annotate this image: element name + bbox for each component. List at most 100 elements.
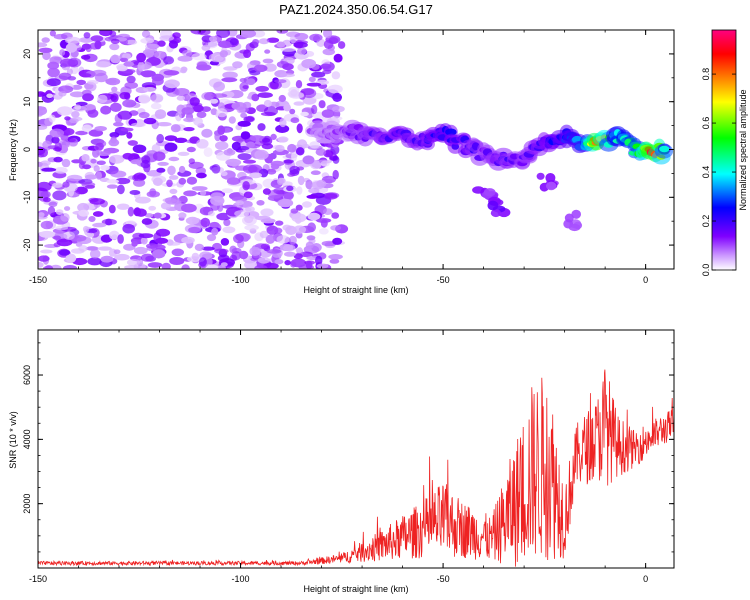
noise-blob: [56, 238, 73, 247]
noise-blob: [150, 102, 162, 110]
x-tick-label: -50: [437, 275, 450, 285]
noise-blob: [174, 88, 190, 96]
noise-blob: [293, 225, 307, 234]
noise-blob: [43, 197, 51, 203]
noise-blob: [244, 215, 254, 224]
noise-blob: [141, 155, 151, 164]
noise-blob: [329, 258, 340, 264]
noise-blob: [337, 41, 346, 49]
noise-blob: [307, 212, 321, 221]
branch-blob: [483, 188, 496, 197]
y-tick-label: 0: [22, 147, 32, 152]
noise-blob: [257, 123, 266, 131]
noise-blob: [227, 30, 238, 37]
noise-blob: [54, 167, 68, 174]
noise-blob: [296, 123, 303, 134]
x-tick-label: -150: [29, 574, 47, 584]
noise-blob: [302, 201, 312, 208]
noise-blob: [77, 202, 90, 212]
noise-blob: [185, 216, 200, 225]
noise-blob: [295, 204, 303, 211]
noise-blob: [113, 249, 121, 255]
noise-blob: [332, 155, 340, 164]
noise-blob: [290, 258, 307, 268]
noise-blob: [186, 146, 196, 153]
noise-blob: [288, 235, 297, 245]
noise-blob: [87, 257, 102, 266]
noise-blob: [171, 248, 184, 257]
noise-blob: [309, 33, 323, 42]
noise-blob: [211, 227, 219, 236]
noise-blob: [301, 58, 317, 69]
branch-blob: [564, 213, 574, 223]
noise-blob: [122, 152, 134, 160]
noise-blob: [182, 49, 193, 57]
noise-blob: [316, 218, 332, 223]
x-tick-label: 0: [643, 275, 648, 285]
noise-blob: [286, 185, 294, 191]
noise-blob: [296, 186, 303, 195]
noise-blob: [209, 35, 217, 43]
noise-blob: [183, 190, 198, 197]
noise-blob: [262, 137, 271, 143]
noise-blob: [263, 99, 272, 107]
noise-blob: [126, 258, 141, 266]
noise-blob: [233, 234, 244, 244]
noise-blob: [181, 107, 195, 115]
noise-blob: [164, 135, 178, 142]
colorbar-tick-label: 0.4: [701, 166, 711, 179]
noise-blob: [297, 175, 305, 186]
noise-blob: [239, 82, 249, 92]
noise-blob: [200, 190, 207, 196]
noise-blob: [260, 111, 276, 117]
noise-blob: [92, 211, 104, 217]
noise-blob: [217, 125, 226, 135]
noise-blob: [290, 208, 299, 214]
noise-blob: [257, 257, 270, 264]
noise-blob: [311, 71, 326, 78]
noise-blob: [120, 127, 134, 132]
noise-blob: [237, 153, 252, 161]
noise-blob: [119, 92, 130, 100]
noise-blob: [295, 247, 303, 253]
noise-blob: [310, 170, 321, 175]
noise-blob: [131, 240, 138, 247]
noise-blob: [64, 206, 71, 211]
noise-blob: [183, 117, 196, 123]
noise-blob: [87, 109, 99, 118]
noise-blob: [170, 124, 181, 133]
noise-blob: [59, 49, 66, 56]
noise-blob: [201, 246, 215, 251]
noise-blob: [143, 87, 157, 92]
noise-blob: [40, 220, 54, 230]
noise-blob: [224, 127, 232, 133]
noise-blob: [69, 118, 79, 124]
noise-blob: [86, 232, 95, 238]
noise-blob: [258, 38, 270, 45]
bottom-y-axis-label: SNR (10 * v/v): [8, 411, 18, 469]
noise-blob: [126, 132, 133, 139]
noise-blob: [331, 116, 343, 121]
noise-blob: [201, 128, 213, 138]
noise-blob: [266, 168, 277, 175]
noise-blob: [177, 151, 190, 156]
branch-blob: [545, 173, 556, 183]
noise-blob: [189, 97, 200, 106]
noise-blob: [168, 175, 179, 180]
noise-blob: [237, 146, 250, 151]
branch-blob: [568, 223, 581, 232]
noise-blob: [238, 250, 249, 260]
noise-blob: [67, 174, 83, 182]
noise-blob: [85, 174, 98, 180]
noise-blob: [186, 176, 198, 185]
noise-blob: [97, 246, 112, 251]
noise-blob: [196, 172, 207, 179]
noise-blob: [64, 116, 71, 121]
noise-blob: [133, 246, 148, 255]
noise-blob: [53, 147, 62, 152]
noise-blob: [109, 154, 125, 164]
noise-blob: [259, 230, 269, 239]
spectrogram-heatmap: [38, 30, 674, 269]
noise-blob: [311, 104, 318, 115]
